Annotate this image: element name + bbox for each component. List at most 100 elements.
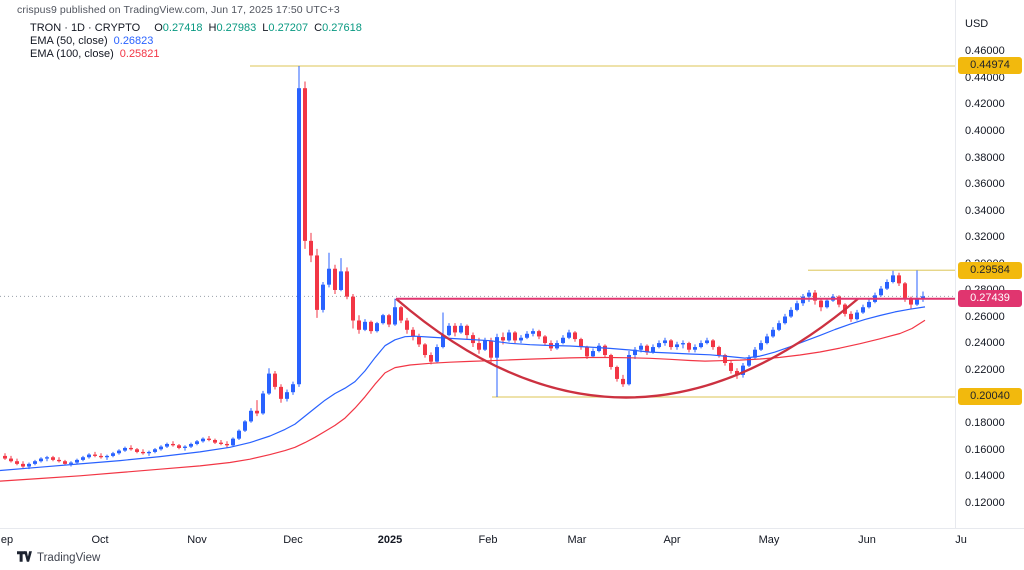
indicator-legend-row[interactable]: EMA (50, close) 0.26823 <box>30 35 362 47</box>
candle-body <box>429 355 433 362</box>
candle-body <box>597 345 601 352</box>
candle-body <box>603 345 607 356</box>
candle-body <box>123 447 127 451</box>
candle-body <box>393 307 397 325</box>
symbol-title: TRON · 1D · CRYPTO <box>30 22 141 34</box>
watermark-label: TradingView <box>37 552 101 564</box>
price-tick-label: 0.16000 <box>965 443 1005 456</box>
ohlc-key: L <box>262 22 269 34</box>
candle-body <box>303 88 307 241</box>
tradingview-watermark[interactable]: TradingView <box>17 549 100 567</box>
candle-body <box>405 320 409 330</box>
candle-body <box>513 332 517 341</box>
indicator-legend-row[interactable]: EMA (100, close) 0.25821 <box>30 48 362 60</box>
candle-body <box>675 344 679 348</box>
candle-body <box>453 325 457 333</box>
candle-body <box>441 335 445 348</box>
candle-body <box>663 340 667 344</box>
candle-body <box>219 442 223 444</box>
price-tick-label: 0.32000 <box>965 231 1005 244</box>
candle-body <box>891 275 895 283</box>
candle-body <box>789 309 793 317</box>
candle-body <box>567 332 571 338</box>
price-tick-label: 0.26000 <box>965 310 1005 323</box>
candle-body <box>777 323 781 330</box>
candle-body <box>27 463 31 467</box>
candle-body <box>561 337 565 344</box>
price-tick-label: 0.42000 <box>965 98 1005 111</box>
candle-body <box>633 349 637 356</box>
currency-label: USD <box>965 18 989 30</box>
candle-body <box>507 332 511 341</box>
candle-body <box>783 316 787 324</box>
candle-body <box>129 447 133 450</box>
candle-body <box>291 384 295 393</box>
candle-body <box>237 430 241 439</box>
candle-body <box>135 449 139 452</box>
candle-body <box>357 320 361 330</box>
candle-body <box>465 325 469 336</box>
candle-body <box>645 345 649 353</box>
ohlc-value: 0.27983 <box>216 22 257 34</box>
price-level-badge: 0.29584 <box>958 261 1022 279</box>
candle-body <box>171 443 175 446</box>
time-axis[interactable]: ep Oct Nov Dec 2025 Feb Mar Apr May Jun Ju Trading… <box>0 528 1024 570</box>
candle-body <box>399 307 403 321</box>
arc-curve-drawing <box>395 297 859 399</box>
ema-100-line <box>0 319 926 482</box>
candle-body <box>57 459 61 462</box>
candle-body <box>273 373 277 387</box>
price-level-badge: 0.27439 <box>958 290 1022 308</box>
time-tick-label: 2025 <box>377 534 403 546</box>
candle-body <box>543 336 547 344</box>
candle-body <box>681 343 685 345</box>
candle-body <box>501 337 505 341</box>
candle-body <box>579 339 583 348</box>
candle-body <box>327 268 331 285</box>
price-chart-canvas[interactable] <box>0 0 955 528</box>
candle-body <box>381 315 385 324</box>
price-tick-label: 0.36000 <box>965 178 1005 191</box>
candle-body <box>195 441 199 444</box>
candle-body <box>825 300 829 308</box>
candle-body <box>309 240 313 256</box>
candle-body <box>63 461 67 464</box>
candle-body <box>411 329 415 337</box>
price-tick-label: 0.38000 <box>965 151 1005 164</box>
candle-body <box>573 332 577 340</box>
candle-body <box>855 312 859 320</box>
candle-body <box>231 438 235 446</box>
symbol-legend-row[interactable]: TRON · 1D · CRYPTO O0.27418 H0.27983 L0.272… <box>30 22 362 34</box>
candle-body <box>33 461 37 464</box>
candle-body <box>459 325 463 333</box>
attribution-text: crispus9 published on TradingView.com, J… <box>17 4 340 16</box>
candle-body <box>495 337 499 358</box>
price-tick-label: 0.22000 <box>965 363 1005 376</box>
chart-legend: TRON · 1D · CRYPTO O0.27418 H0.27983 L0.272… <box>30 22 362 60</box>
price-level-badge: 0.20040 <box>958 388 1022 406</box>
ohlc-value: 0.27207 <box>268 22 309 34</box>
candle-body <box>765 336 769 344</box>
candle-body <box>15 461 19 464</box>
candle-body <box>795 303 799 310</box>
candle-body <box>897 275 901 284</box>
candle-body <box>243 421 247 431</box>
candle-body <box>837 296 841 305</box>
indicator-label: EMA (50, close) <box>30 35 108 47</box>
candle-body <box>879 288 883 296</box>
candle-body <box>801 296 805 304</box>
time-tick-label: Ju <box>955 534 967 546</box>
candle-body <box>915 298 919 305</box>
price-axis[interactable]: USD 0.46000 0.44000 0.42000 0.40000 0.38000 0… <box>955 0 1024 528</box>
candle-body <box>9 458 13 462</box>
candle-body <box>375 323 379 332</box>
candle-body <box>747 357 751 366</box>
candle-body <box>729 362 733 371</box>
price-level-badge: 0.44974 <box>958 57 1022 75</box>
indicator-value: 0.26823 <box>113 35 154 47</box>
candle-body <box>807 292 811 297</box>
tradingview-logo-icon <box>17 549 32 567</box>
time-tick-label: Feb <box>478 534 498 546</box>
candle-body <box>615 366 619 379</box>
